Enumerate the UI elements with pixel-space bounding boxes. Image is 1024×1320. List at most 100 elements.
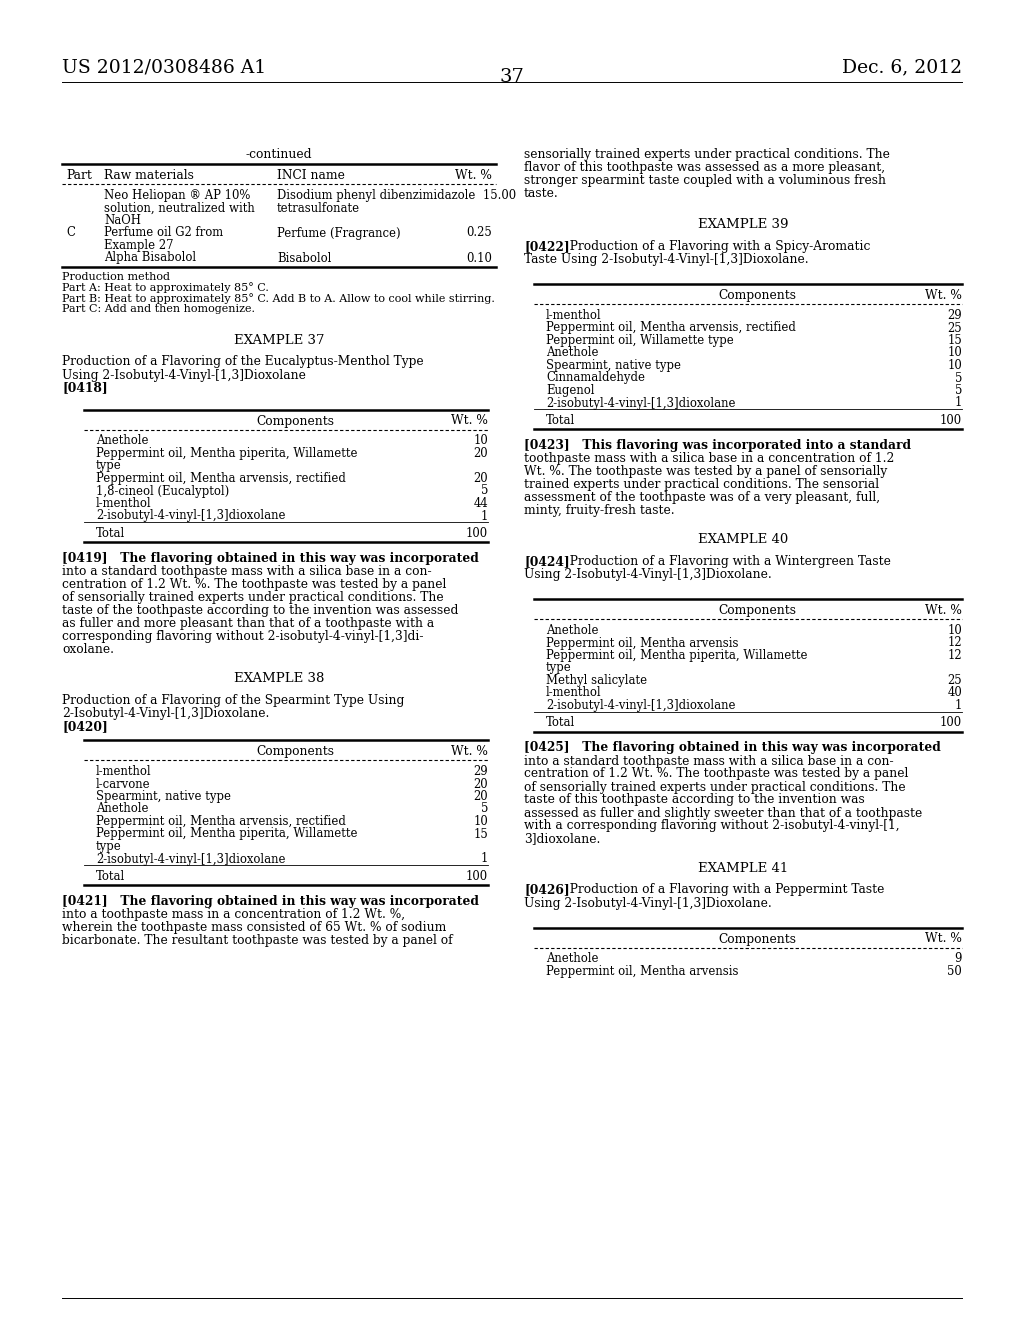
- Text: solution, neutralized with: solution, neutralized with: [104, 202, 255, 214]
- Text: 25: 25: [947, 322, 962, 334]
- Text: Peppermint oil, Mentha piperita, Willamette: Peppermint oil, Mentha piperita, Willame…: [546, 649, 808, 663]
- Text: 37: 37: [500, 69, 524, 86]
- Text: 20: 20: [473, 777, 488, 791]
- Text: C: C: [66, 227, 75, 239]
- Text: 2-isobutyl-4-vinyl-[1,3]dioxolane: 2-isobutyl-4-vinyl-[1,3]dioxolane: [96, 853, 286, 866]
- Text: 3]dioxolane.: 3]dioxolane.: [524, 833, 600, 846]
- Text: l-carvone: l-carvone: [96, 777, 151, 791]
- Text: Eugenol: Eugenol: [546, 384, 595, 397]
- Text: Anethole: Anethole: [546, 624, 598, 638]
- Text: l-menthol: l-menthol: [96, 766, 152, 777]
- Text: 0.10: 0.10: [466, 252, 492, 264]
- Text: EXAMPLE 37: EXAMPLE 37: [233, 334, 325, 346]
- Text: 10: 10: [947, 346, 962, 359]
- Text: 10: 10: [473, 434, 488, 447]
- Text: 9: 9: [954, 953, 962, 965]
- Text: Raw materials: Raw materials: [104, 169, 194, 182]
- Text: taste.: taste.: [524, 187, 559, 201]
- Text: 40: 40: [947, 686, 962, 700]
- Text: stronger spearmint taste coupled with a voluminous fresh: stronger spearmint taste coupled with a …: [524, 174, 886, 187]
- Text: Spearmint, native type: Spearmint, native type: [546, 359, 681, 372]
- Text: taste of the toothpaste according to the invention was assessed: taste of the toothpaste according to the…: [62, 605, 459, 616]
- Text: Peppermint oil, Mentha arvensis: Peppermint oil, Mentha arvensis: [546, 965, 738, 978]
- Text: -continued: -continued: [246, 148, 312, 161]
- Text: 5: 5: [480, 803, 488, 816]
- Text: Part C: Add and then homogenize.: Part C: Add and then homogenize.: [62, 305, 255, 314]
- Text: with a corresponding flavoring without 2-isobutyl-4-vinyl-[1,: with a corresponding flavoring without 2…: [524, 820, 900, 833]
- Text: into a standard toothpaste mass with a silica base in a con-: into a standard toothpaste mass with a s…: [62, 565, 432, 578]
- Text: Disodium phenyl dibenzimidazole  15.00: Disodium phenyl dibenzimidazole 15.00: [278, 189, 516, 202]
- Text: Total: Total: [546, 717, 575, 730]
- Text: taste of this toothpaste according to the invention was: taste of this toothpaste according to th…: [524, 793, 864, 807]
- Text: sensorially trained experts under practical conditions. The: sensorially trained experts under practi…: [524, 148, 890, 161]
- Text: assessed as fuller and slightly sweeter than that of a toothpaste: assessed as fuller and slightly sweeter …: [524, 807, 923, 820]
- Text: 5: 5: [954, 371, 962, 384]
- Text: [0426]: [0426]: [524, 883, 569, 896]
- Text: Anethole: Anethole: [96, 803, 148, 816]
- Text: toothpaste mass with a silica base in a concentration of 1.2: toothpaste mass with a silica base in a …: [524, 451, 894, 465]
- Text: Peppermint oil, Mentha arvensis, rectified: Peppermint oil, Mentha arvensis, rectifi…: [96, 814, 346, 828]
- Text: Anethole: Anethole: [546, 953, 598, 965]
- Text: Wt. %: Wt. %: [925, 605, 962, 616]
- Text: 12: 12: [947, 636, 962, 649]
- Text: 0.25: 0.25: [466, 227, 492, 239]
- Text: l-menthol: l-menthol: [96, 498, 152, 510]
- Text: of sensorially trained experts under practical conditions. The: of sensorially trained experts under pra…: [62, 591, 443, 605]
- Text: type: type: [96, 840, 122, 853]
- Text: 2-isobutyl-4-vinyl-[1,3]dioxolane: 2-isobutyl-4-vinyl-[1,3]dioxolane: [96, 510, 286, 523]
- Text: Example 27: Example 27: [104, 239, 173, 252]
- Text: 10: 10: [473, 814, 488, 828]
- Text: 44: 44: [473, 498, 488, 510]
- Text: of sensorially trained experts under practical conditions. The: of sensorially trained experts under pra…: [524, 780, 905, 793]
- Text: Wt. %. The toothpaste was tested by a panel of sensorially: Wt. %. The toothpaste was tested by a pa…: [524, 465, 887, 478]
- Text: 100: 100: [466, 527, 488, 540]
- Text: 1: 1: [480, 853, 488, 866]
- Text: [0419]   The flavoring obtained in this way was incorporated: [0419] The flavoring obtained in this wa…: [62, 552, 479, 565]
- Text: minty, fruity-fresh taste.: minty, fruity-fresh taste.: [524, 504, 675, 517]
- Text: Dec. 6, 2012: Dec. 6, 2012: [842, 58, 962, 77]
- Text: Components: Components: [718, 932, 796, 945]
- Text: [0422]: [0422]: [524, 240, 569, 253]
- Text: Using 2-Isobutyl-4-Vinyl-[1,3]Dioxolane.: Using 2-Isobutyl-4-Vinyl-[1,3]Dioxolane.: [524, 568, 772, 581]
- Text: Total: Total: [96, 870, 125, 883]
- Text: 10: 10: [947, 624, 962, 638]
- Text: Components: Components: [256, 744, 334, 758]
- Text: Part A: Heat to approximately 85° C.: Part A: Heat to approximately 85° C.: [62, 282, 269, 293]
- Text: bicarbonate. The resultant toothpaste was tested by a panel of: bicarbonate. The resultant toothpaste wa…: [62, 935, 453, 946]
- Text: Neo Heliopan ® AP 10%: Neo Heliopan ® AP 10%: [104, 189, 251, 202]
- Text: 20: 20: [473, 789, 488, 803]
- Text: 1,8-cineol (Eucalyptol): 1,8-cineol (Eucalyptol): [96, 484, 229, 498]
- Text: 1: 1: [480, 510, 488, 523]
- Text: centration of 1.2 Wt. %. The toothpaste was tested by a panel: centration of 1.2 Wt. %. The toothpaste …: [524, 767, 908, 780]
- Text: Peppermint oil, Mentha arvensis, rectified: Peppermint oil, Mentha arvensis, rectifi…: [96, 473, 346, 484]
- Text: Production of a Flavoring with a Wintergreen Taste: Production of a Flavoring with a Winterg…: [562, 554, 891, 568]
- Text: [0425]   The flavoring obtained in this way was incorporated: [0425] The flavoring obtained in this wa…: [524, 742, 941, 755]
- Text: 25: 25: [947, 675, 962, 686]
- Text: 12: 12: [947, 649, 962, 663]
- Text: Production of a Flavoring of the Spearmint Type Using: Production of a Flavoring of the Spearmi…: [62, 694, 404, 708]
- Text: EXAMPLE 41: EXAMPLE 41: [698, 862, 788, 874]
- Text: 1: 1: [954, 396, 962, 409]
- Text: oxolane.: oxolane.: [62, 643, 114, 656]
- Text: Cinnamaldehyde: Cinnamaldehyde: [546, 371, 645, 384]
- Text: centration of 1.2 Wt. %. The toothpaste was tested by a panel: centration of 1.2 Wt. %. The toothpaste …: [62, 578, 446, 591]
- Text: 5: 5: [480, 484, 488, 498]
- Text: [0418]: [0418]: [62, 381, 108, 395]
- Text: Wt. %: Wt. %: [452, 414, 488, 428]
- Text: [0423]   This flavoring was incorporated into a standard: [0423] This flavoring was incorporated i…: [524, 440, 911, 451]
- Text: Perfume oil G2 from: Perfume oil G2 from: [104, 227, 223, 239]
- Text: 20: 20: [473, 473, 488, 484]
- Text: type: type: [96, 459, 122, 473]
- Text: Spearmint, native type: Spearmint, native type: [96, 789, 231, 803]
- Text: Peppermint oil, Willamette type: Peppermint oil, Willamette type: [546, 334, 734, 347]
- Text: into a standard toothpaste mass with a silica base in a con-: into a standard toothpaste mass with a s…: [524, 755, 894, 767]
- Text: Production of a Flavoring with a Peppermint Taste: Production of a Flavoring with a Pepperm…: [562, 883, 885, 896]
- Text: wherein the toothpaste mass consisted of 65 Wt. % of sodium: wherein the toothpaste mass consisted of…: [62, 921, 446, 935]
- Text: 2-Isobutyl-4-Vinyl-[1,3]Dioxolane.: 2-Isobutyl-4-Vinyl-[1,3]Dioxolane.: [62, 708, 269, 719]
- Text: trained experts under practical conditions. The sensorial: trained experts under practical conditio…: [524, 478, 880, 491]
- Text: Wt. %: Wt. %: [925, 289, 962, 302]
- Text: Production of a Flavoring with a Spicy-Aromatic: Production of a Flavoring with a Spicy-A…: [562, 240, 870, 253]
- Text: Alpha Bisabolol: Alpha Bisabolol: [104, 252, 197, 264]
- Text: 2-isobutyl-4-vinyl-[1,3]dioxolane: 2-isobutyl-4-vinyl-[1,3]dioxolane: [546, 396, 735, 409]
- Text: Peppermint oil, Mentha arvensis: Peppermint oil, Mentha arvensis: [546, 636, 738, 649]
